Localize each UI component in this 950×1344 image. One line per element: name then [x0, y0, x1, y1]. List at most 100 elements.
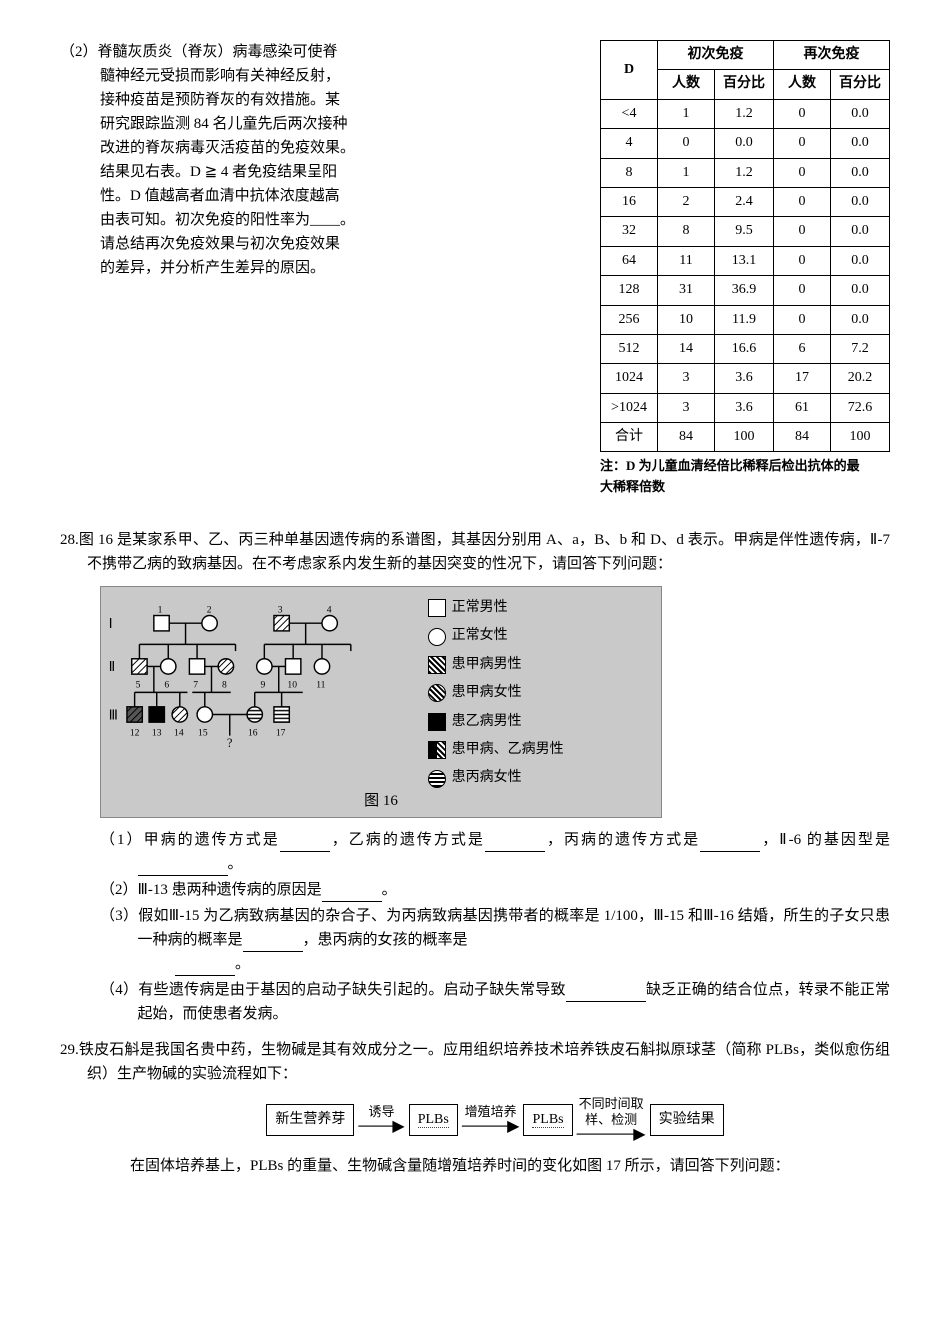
flow-b3-text: PLBs [532, 1112, 563, 1128]
table-cell: 8 [658, 217, 715, 246]
q29-tail: 在固体培养基上，PLBs 的重量、生物碱含量随增殖培养时间的变化如图 17 所示… [60, 1154, 890, 1178]
table-cell: 3.6 [715, 364, 774, 393]
blank-field[interactable] [280, 836, 330, 852]
table-cell: 1.2 [715, 99, 774, 128]
half-hatch-icon [428, 741, 446, 759]
q28-i3b: ，患丙病的女孩的概率是 [303, 932, 468, 948]
table-cell: 合计 [601, 423, 658, 452]
table-cell: 8 [601, 158, 658, 187]
table-cell: 16 [601, 187, 658, 216]
table-row: <411.200.0 [601, 99, 890, 128]
q27-line-6: 性。D 值越高者血清中抗体浓度越高 [100, 188, 340, 204]
q28-block: 28.图 16 是某家系甲、乙、丙三种单基因遗传病的系谱图，其基因分别用 A、a… [60, 528, 890, 1026]
flow-box-1: 新生营养芽 [266, 1104, 354, 1136]
th-p2: 百分比 [831, 70, 890, 99]
legend-jiayi-m: 患甲病、乙病男性 [452, 739, 564, 761]
table-cell: 0 [774, 187, 831, 216]
table-cell: 36.9 [715, 276, 774, 305]
table-row: 1283136.900.0 [601, 276, 890, 305]
table-cell: 0 [774, 276, 831, 305]
stripe-circle-icon [428, 770, 446, 788]
table-cell: 11 [658, 246, 715, 275]
q28-head: 28.图 16 是某家系甲、乙、丙三种单基因遗传病的系谱图，其基因分别用 A、a… [60, 528, 890, 576]
svg-text:1: 1 [158, 605, 163, 616]
table-row: 811.200.0 [601, 158, 890, 187]
q27-block: （2）脊髓灰质炎（脊灰）病毒感染可使脊 髓神经元受损而影响有关神经反射， 接种疫… [60, 40, 890, 498]
table-cell: 3 [658, 393, 715, 422]
blank-field[interactable] [322, 886, 382, 902]
table-cell: 0.0 [831, 246, 890, 275]
table-cell: 6 [774, 334, 831, 363]
q27-line-7: 由表可知。初次免疫的阳性率为____。 [100, 212, 355, 228]
blank-field[interactable] [485, 836, 545, 852]
flow-arrow-2: 增殖培养 ────▶ [462, 1104, 520, 1137]
q28-i2: （2）Ⅲ-13 患两种遗传病的原因是 [100, 882, 322, 898]
svg-text:15: 15 [198, 728, 208, 739]
table-cell: 0 [774, 129, 831, 158]
svg-text:7: 7 [193, 680, 198, 691]
pedigree-figure: ? Ⅰ Ⅱ Ⅲ [100, 586, 662, 818]
table-cell: 20.2 [831, 364, 890, 393]
table-cell: 10 [658, 305, 715, 334]
blank-field[interactable] [175, 960, 235, 976]
legend-jia-f: 患甲病女性 [452, 682, 522, 704]
table-cell: 0.0 [715, 129, 774, 158]
svg-text:12: 12 [130, 728, 140, 739]
svg-text:3: 3 [278, 605, 283, 616]
table-cell: 0 [774, 158, 831, 187]
flow-arrow-3: 不同时间取 样、检测 ─────▶ [577, 1096, 646, 1144]
pedigree-diagram: ? Ⅰ Ⅱ Ⅲ [101, 587, 428, 817]
table-cell: <4 [601, 99, 658, 128]
th-p1: 百分比 [715, 70, 774, 99]
table-cell: 0.0 [831, 99, 890, 128]
q29-head: 29.铁皮石斛是我国名贵中药，生物碱是其有效成分之一。应用组织培养技术培养铁皮石… [60, 1038, 890, 1086]
q27-line-2: 接种疫苗是预防脊灰的有效措施。某 [100, 92, 340, 108]
table-cell: 1 [658, 99, 715, 128]
table-cell: 0.0 [831, 276, 890, 305]
circle-icon [428, 628, 446, 646]
table-cell: 16.6 [715, 334, 774, 363]
svg-text:11: 11 [316, 680, 325, 691]
svg-text:2: 2 [207, 605, 212, 616]
table-cell: 512 [601, 334, 658, 363]
flow-b2-text: PLBs [418, 1112, 449, 1128]
fig16-label: 图 16 [364, 789, 398, 813]
blank-field[interactable] [566, 986, 646, 1002]
th-c2: 人数 [774, 70, 831, 99]
table-row: 102433.61720.2 [601, 364, 890, 393]
table-cell: 0.0 [831, 187, 890, 216]
q28-i1c: ，丙病的遗传方式是 [545, 832, 700, 848]
q29-block: 29.铁皮石斛是我国名贵中药，生物碱是其有效成分之一。应用组织培养技术培养铁皮石… [60, 1038, 890, 1178]
th-d: D [601, 41, 658, 100]
q27-line-3: 研究跟踪监测 84 名儿童先后两次接种 [100, 116, 348, 132]
blank-field[interactable] [138, 860, 228, 876]
q28-i1a: （1）甲病的遗传方式是 [100, 832, 280, 848]
table-cell: 72.6 [831, 393, 890, 422]
table-row: 400.000.0 [601, 129, 890, 158]
flow-box-4: 实验结果 [650, 1104, 724, 1136]
blank-field[interactable] [700, 836, 760, 852]
q28-head-text: 图 16 是某家系甲、乙、丙三种单基因遗传病的系谱图，其基因分别用 A、a，B、… [79, 532, 890, 572]
q28-i1e: 。 [228, 856, 243, 872]
legend-yi-m: 患乙病男性 [452, 711, 522, 733]
table-cell: 0.0 [831, 158, 890, 187]
table-cell: 0 [774, 305, 831, 334]
table-row: 641113.100.0 [601, 246, 890, 275]
table-cell: 0 [774, 217, 831, 246]
q27-line-8: 请总结再次免疫效果与初次免疫效果 [100, 236, 340, 252]
legend-normal-m: 正常男性 [452, 597, 508, 619]
q28-item2: （2）Ⅲ-13 患两种遗传病的原因是。 [100, 878, 890, 902]
th-c1: 人数 [658, 70, 715, 99]
q28-item4: （4）有些遗传病是由于基因的启动子缺失引起的。启动子缺失常导致缺乏正确的结合位点… [100, 978, 890, 1026]
legend-jia-m: 患甲病男性 [452, 654, 522, 676]
table-cell: 11.9 [715, 305, 774, 334]
black-square-icon [428, 713, 446, 731]
table-cell: 14 [658, 334, 715, 363]
blank-field[interactable] [243, 936, 303, 952]
legend-bing-f: 患丙病女性 [452, 767, 522, 789]
q27-line-4: 改进的脊灰病毒灭活疫苗的免疫效果。 [100, 140, 355, 156]
legend-normal-f: 正常女性 [452, 625, 508, 647]
table-cell: 0.0 [831, 217, 890, 246]
svg-text:?: ? [227, 736, 233, 750]
table-cell: 13.1 [715, 246, 774, 275]
